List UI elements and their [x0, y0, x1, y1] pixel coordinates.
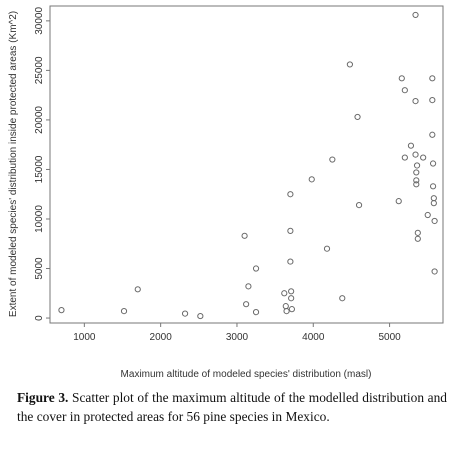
data-point: [287, 227, 294, 234]
data-point: [282, 303, 289, 310]
data-point: [413, 169, 420, 176]
y-tick-label: 5000: [34, 257, 45, 280]
data-point: [252, 309, 260, 316]
data-point: [395, 198, 402, 205]
data-point: [288, 288, 295, 295]
data-point: [288, 306, 296, 313]
x-tick-label: 2000: [150, 332, 173, 343]
data-point: [412, 11, 419, 19]
data-point: [58, 307, 65, 314]
data-point: [407, 142, 415, 149]
data-point: [398, 75, 405, 82]
data-point: [281, 290, 288, 297]
data-point: [120, 308, 128, 315]
data-point: [243, 301, 250, 308]
x-tick-label: 4000: [302, 332, 325, 343]
x-axis: 1000 2000 3000 4000 5000: [73, 323, 401, 343]
data-point: [329, 156, 336, 163]
data-point: [181, 310, 189, 317]
data-point: [429, 97, 436, 104]
plot-frame: [49, 5, 444, 324]
data-point: [287, 258, 294, 265]
data-point: [245, 283, 252, 290]
data-point: [414, 235, 421, 242]
data-point: [355, 202, 363, 209]
data-point: [354, 113, 361, 121]
data-point: [283, 308, 290, 315]
x-tick-label: 5000: [378, 332, 401, 343]
y-axis: 0 5000 10000 15000 20000 25000 30000: [34, 7, 50, 321]
data-point: [430, 195, 437, 202]
y-tick-label: 15000: [34, 155, 45, 183]
data-point: [401, 154, 408, 161]
data-point: [430, 200, 437, 207]
data-point: [197, 312, 204, 320]
data-point: [308, 176, 315, 183]
data-point: [401, 87, 408, 94]
y-axis-label: Extent of modeled species' distribution …: [8, 11, 19, 317]
data-point: [424, 211, 431, 219]
data-point: [241, 232, 248, 239]
figure-caption: Figure 3. Scatter plot of the maximum al…: [17, 388, 447, 426]
y-tick-label: 0: [34, 315, 45, 321]
data-point: [429, 183, 437, 190]
data-point: [412, 98, 419, 105]
data-point: [413, 177, 420, 184]
x-tick-label: 1000: [73, 332, 96, 343]
data-point: [431, 268, 438, 275]
caption-label: Figure 3.: [17, 390, 69, 405]
data-point: [287, 191, 294, 198]
data-point: [429, 75, 436, 82]
data-point: [431, 217, 438, 225]
caption-text: Scatter plot of the maximum altitude of …: [17, 390, 448, 424]
data-point: [429, 160, 437, 167]
data-point: [412, 151, 419, 158]
data-point: [339, 295, 346, 302]
data-point: [429, 131, 436, 138]
data-point: [288, 295, 295, 302]
data-point: [420, 154, 427, 161]
data-point: [414, 229, 421, 236]
data-point: [346, 61, 354, 68]
y-tick-label: 25000: [34, 56, 45, 84]
data-point: [134, 286, 141, 293]
y-tick-label: 10000: [34, 205, 45, 233]
x-axis-label: Maximum altitude of modeled species' dis…: [121, 369, 372, 380]
x-tick-label: 3000: [226, 332, 249, 343]
scatter-plot: 1000 2000 3000 4000 5000 0 5000 10000 15000 2000…: [8, 5, 444, 380]
data-point: [413, 181, 420, 188]
data-point: [252, 265, 260, 272]
y-tick-label: 30000: [34, 7, 45, 35]
data-points: [58, 11, 438, 320]
data-point: [323, 245, 331, 252]
y-tick-label: 20000: [34, 106, 45, 134]
data-point: [413, 162, 421, 169]
